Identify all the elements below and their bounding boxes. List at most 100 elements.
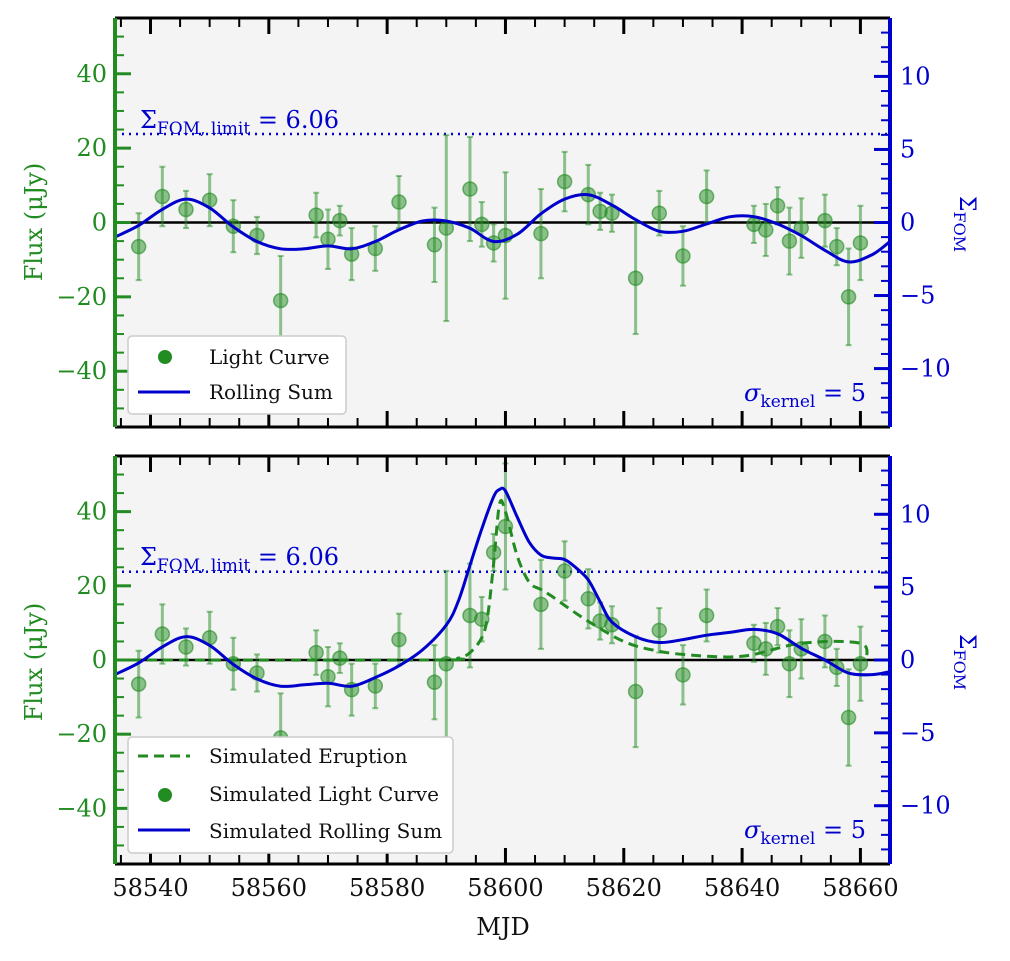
data-point xyxy=(769,198,786,214)
data-point xyxy=(308,644,324,661)
sigma-tick-labels: 10 5 0 −5 −10 xyxy=(900,500,951,819)
sigma-tick-label: −10 xyxy=(900,355,951,383)
data-point xyxy=(758,222,774,238)
sigma-tick-label: 5 xyxy=(900,135,915,163)
kernel-annotation: σkernel = 5 xyxy=(744,379,866,412)
bottom-panel: 40 20 0 −20 −40 10 5 0 −5 −10 58540 58560 58580 586… xyxy=(20,454,979,941)
simulated-rolling-sum-line xyxy=(115,486,890,688)
sigma-tick-labels: 10 5 0 −5 −10 xyxy=(900,62,951,382)
y-axis-label-bottom: Flux (μJy) xyxy=(20,603,48,721)
data-point xyxy=(320,668,336,685)
flux-tick-label: 40 xyxy=(76,60,107,88)
top-panel: 40 20 0 −20 −40 10 5 0 −5 −10 ΣFOM, limit = 6.06… xyxy=(20,16,979,429)
legend-top: Light Curve Rolling Sum xyxy=(127,335,347,415)
data-point xyxy=(332,650,348,666)
data-point xyxy=(698,188,715,205)
data-point xyxy=(840,289,857,305)
mjd-tick-label: 58620 xyxy=(586,874,662,902)
limit-annotation: ΣFOM, limit = 6.06 xyxy=(140,543,339,576)
flux-tick-labels: 40 20 0 −20 −40 xyxy=(56,498,107,823)
legend-label-rolling-sum: Simulated Rolling Sum xyxy=(209,819,442,843)
legend-label-light-curve: Light Curve xyxy=(209,345,330,369)
data-point xyxy=(817,212,833,229)
legend-label-light-curve: Simulated Light Curve xyxy=(209,782,439,806)
data-point xyxy=(154,626,171,642)
mjd-tick-label: 58660 xyxy=(822,874,898,902)
data-point xyxy=(438,655,455,672)
data-point xyxy=(781,655,798,672)
data-point xyxy=(817,633,833,650)
flux-tick-label: −20 xyxy=(56,283,107,311)
flux-tick-labels: 40 20 0 −20 −40 xyxy=(56,60,107,385)
flux-tick-label: 20 xyxy=(76,134,107,162)
data-point xyxy=(154,188,171,205)
sigma-tick-label: −5 xyxy=(900,719,935,747)
data-point xyxy=(651,205,668,221)
data-point xyxy=(533,596,549,613)
mjd-tick-label: 58640 xyxy=(704,874,780,902)
data-point xyxy=(130,676,147,692)
data-point xyxy=(829,238,845,255)
flux-tick-label: 40 xyxy=(76,498,107,526)
data-point xyxy=(604,617,620,633)
data-point xyxy=(758,641,774,657)
mjd-tick-label: 58580 xyxy=(349,874,425,902)
flux-tick-label: −40 xyxy=(56,357,107,385)
data-point xyxy=(675,667,691,683)
sigma-tick-label: 0 xyxy=(900,209,915,237)
legend-label-rolling-sum: Rolling Sum xyxy=(209,380,333,404)
legend-bottom: Simulated Eruption Simulated Light Curve… xyxy=(127,736,454,854)
data-point xyxy=(852,235,869,251)
tick-marks xyxy=(113,454,892,866)
mjd-tick-labels: 58540 58560 58580 58600 58620 58640 58660 xyxy=(112,874,898,902)
data-point xyxy=(556,173,573,190)
legend-label-eruption: Simulated Eruption xyxy=(209,744,408,768)
legend-box xyxy=(127,335,347,415)
legend-marker-light-curve xyxy=(158,350,172,364)
data-point xyxy=(426,237,443,253)
flux-tick-label: −40 xyxy=(56,794,107,822)
data-point xyxy=(675,248,691,264)
simulated-eruption-line xyxy=(115,498,869,662)
data-point xyxy=(627,683,644,700)
flux-tick-label: −20 xyxy=(56,720,107,748)
data-point xyxy=(308,207,324,223)
legend-marker-light-curve xyxy=(158,788,172,802)
x-axis-label: MJD xyxy=(476,913,529,941)
data-point xyxy=(391,194,407,210)
data-point xyxy=(556,563,573,579)
data-point xyxy=(332,212,348,229)
legend-box xyxy=(127,736,454,854)
flux-tick-label: 0 xyxy=(92,209,107,237)
data-point xyxy=(462,181,478,197)
limit-annotation: ΣFOM, limit = 6.06 xyxy=(140,106,339,139)
data-point xyxy=(343,246,360,262)
sigma-tick-label: −10 xyxy=(900,792,951,820)
data-point xyxy=(580,591,597,607)
y2-axis-label-top: ΣFOM xyxy=(950,196,979,252)
data-point xyxy=(533,225,549,242)
tick-marks xyxy=(113,16,892,429)
data-point xyxy=(840,709,857,726)
data-point xyxy=(320,231,336,247)
mjd-tick-label: 58540 xyxy=(112,874,188,902)
mjd-tick-label: 58560 xyxy=(231,874,307,902)
sigma-tick-label: 0 xyxy=(900,646,915,674)
data-point xyxy=(651,622,668,639)
data-point xyxy=(474,611,490,627)
data-point xyxy=(627,270,644,287)
sigma-tick-label: 10 xyxy=(900,62,931,90)
data-point xyxy=(178,201,194,218)
kernel-annotation: σkernel = 5 xyxy=(744,816,866,849)
data-point xyxy=(485,544,502,561)
data-point xyxy=(781,233,798,249)
data-point xyxy=(391,631,407,648)
rolling-sum-line xyxy=(115,193,890,264)
data-point xyxy=(178,639,194,655)
y-axis-label-top: Flux (μJy) xyxy=(20,163,48,281)
data-point xyxy=(130,238,147,255)
data-point xyxy=(272,292,289,309)
sigma-tick-label: −5 xyxy=(900,282,935,310)
data-point xyxy=(852,655,869,672)
